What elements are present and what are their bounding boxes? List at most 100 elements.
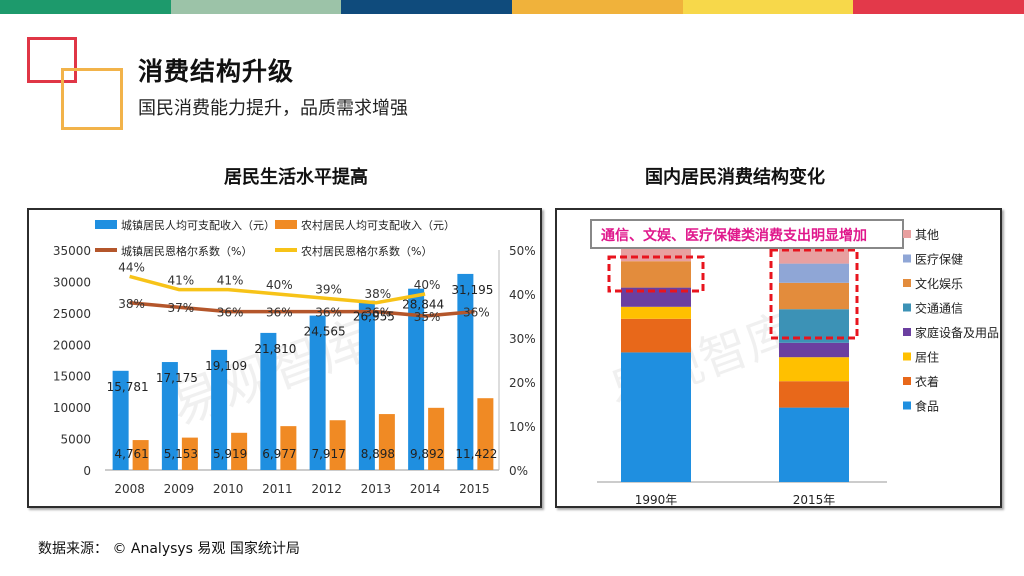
rural-income-bar: [477, 398, 494, 470]
stack-segment: [621, 261, 691, 288]
legend-swatch: [903, 377, 911, 385]
page-title: 消费结构升级: [138, 57, 295, 86]
urban-engel-label: 37%: [168, 301, 195, 315]
urban-income-label: 24,565: [304, 325, 346, 339]
legend-swatch: [903, 230, 911, 238]
top-color-bar: [0, 0, 1024, 14]
urban-engel-label: 36%: [266, 306, 293, 320]
stack-segment: [621, 352, 691, 482]
top-bar-segment: [512, 0, 683, 14]
urban-engel-label: 36%: [463, 306, 490, 320]
top-bar-segment: [341, 0, 513, 14]
income-chart-panel: 易观智库050001000015000200002500030000350000…: [27, 208, 542, 508]
top-bar-segment: [853, 0, 1024, 14]
urban-income-label: 17,175: [156, 371, 198, 385]
legend-label: 农村居民恩格尔系数（%）: [301, 244, 432, 258]
legend-swatch: [903, 352, 911, 361]
rural-engel-label: 44%: [118, 260, 145, 274]
rural-engel-label: 40%: [266, 278, 293, 292]
legend-label: 食品: [915, 399, 939, 414]
rural-engel-label: 41%: [217, 274, 244, 288]
rural-engel-label: 39%: [315, 282, 342, 296]
y-left-tick-label: 30000: [53, 275, 91, 289]
legend-swatch: [903, 254, 911, 263]
x-tick-label: 1990年: [635, 493, 678, 506]
urban-engel-label: 36%: [315, 306, 342, 320]
x-tick-label: 2015: [459, 482, 490, 496]
x-tick-label: 2011: [262, 482, 293, 496]
urban-engel-label: 35%: [414, 310, 441, 324]
rural-income-label: 5,153: [164, 447, 198, 461]
top-bar-segment: [682, 0, 854, 14]
urban-income-bar: [358, 300, 375, 470]
y-right-tick-label: 50%: [509, 244, 536, 258]
decorative-square-orange: [61, 68, 123, 130]
legend-swatch: [95, 220, 117, 229]
annotation-box: [590, 219, 904, 249]
stack-segment: [621, 306, 691, 319]
y-right-tick-label: 30%: [509, 332, 536, 346]
urban-engel-label: 36%: [365, 306, 392, 320]
urban-income-bar: [309, 315, 326, 470]
urban-engel-label: 36%: [217, 306, 244, 320]
urban-income-bar: [260, 332, 277, 470]
urban-income-label: 28,844: [402, 298, 444, 312]
urban-income-bar: [408, 288, 425, 470]
decorative-square-red: [27, 37, 77, 83]
legend-label: 交通通信: [915, 301, 963, 316]
page-subtitle: 国民消费能力提升，品质需求增强: [138, 98, 408, 119]
urban-engel-line: [129, 301, 475, 318]
y-right-tick-label: 0%: [509, 464, 528, 478]
stack-segment: [779, 342, 849, 358]
rural-income-bar: [132, 440, 149, 470]
income-engel-chart: 易观智库050001000015000200002500030000350000…: [53, 218, 536, 496]
rural-engel-line: [129, 274, 426, 305]
rural-income-bar: [181, 437, 198, 470]
urban-income-bar: [211, 349, 228, 470]
x-tick-label: 2013: [361, 482, 392, 496]
rural-income-bar: [378, 414, 395, 470]
legend-swatch: [903, 303, 911, 312]
left-chart-title: 居民生活水平提高: [224, 167, 368, 188]
rural-income-bar: [428, 407, 445, 470]
rural-engel-label: 41%: [168, 274, 195, 288]
top-bar-segment: [170, 0, 342, 14]
y-left-tick-label: 15000: [53, 370, 91, 384]
legend-swatch: [903, 401, 911, 410]
highlight-box-1990: [607, 255, 705, 293]
y-right-tick-label: 40%: [509, 288, 536, 302]
y-left-tick-label: 35000: [53, 244, 91, 258]
rural-engel-label: 38%: [365, 287, 392, 301]
stack-segment: [779, 407, 849, 482]
legend-label: 城镇居民人均可支配收入（元）: [121, 218, 275, 232]
urban-income-label: 26,955: [353, 310, 395, 324]
x-tick-label: 2010: [213, 482, 244, 496]
stack-segment: [779, 263, 849, 283]
urban-income-bar: [161, 362, 178, 470]
annotation-text: 通信、文娱、医疗保健类消费支出明显增加: [601, 227, 867, 244]
highlight-box-2015: [769, 248, 859, 340]
y-right-tick-label: 20%: [509, 376, 536, 390]
y-left-tick-label: 25000: [53, 307, 91, 321]
rural-income-label: 6,977: [262, 447, 296, 461]
x-tick-label: 2008: [114, 482, 145, 496]
rural-income-bar: [280, 426, 297, 470]
urban-engel-label: 38%: [118, 297, 145, 311]
consumption-chart-panel: 易观智库 1990年 2015年 通信、文娱、医疗保健类消费支出明显增加 其他 医疗保健文…: [555, 208, 1002, 508]
urban-income-label: 19,109: [205, 359, 247, 373]
legend-swatch: [903, 279, 911, 287]
legend-swatch: [275, 220, 297, 229]
x-tick-label: 2014: [410, 482, 441, 496]
rural-income-label: 4,761: [114, 447, 148, 461]
x-tick-label: 2012: [311, 482, 342, 496]
rural-income-bar: [329, 420, 346, 470]
legend-label: 家庭设备及用品: [915, 325, 999, 340]
urban-income-label: 21,810: [254, 342, 296, 356]
legend-label: 文化娱乐: [915, 276, 963, 291]
rural-income-label: 7,917: [311, 447, 345, 461]
stack-segment: [779, 282, 849, 310]
stack-segment: [621, 318, 691, 353]
rural-income-bar: [231, 432, 248, 470]
legend-label: 农村居民人均可支配收入（元）: [301, 218, 455, 232]
rural-income-label: 11,422: [455, 447, 497, 461]
